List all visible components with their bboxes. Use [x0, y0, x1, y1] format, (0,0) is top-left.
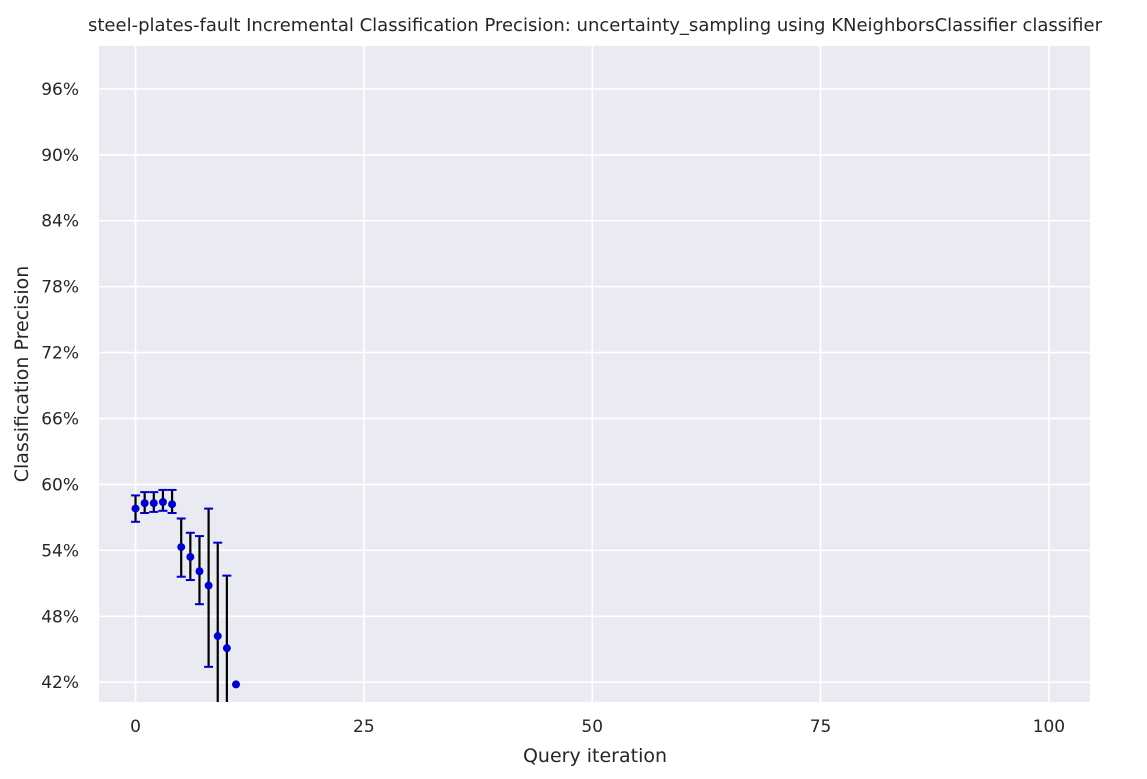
data-point: [158, 498, 167, 507]
grid: [99, 46, 1090, 702]
data-point: [168, 500, 177, 509]
data-point: [140, 499, 149, 508]
data-point: [186, 552, 195, 561]
y-tick-label: 72%: [41, 344, 79, 364]
data-point: [131, 504, 140, 513]
y-tick-label: 54%: [41, 541, 79, 561]
y-tick-label: 48%: [41, 607, 79, 627]
y-tick-label: 42%: [41, 673, 79, 693]
x-tick-label: 25: [353, 717, 375, 737]
data-point: [213, 632, 222, 641]
chart-title: steel-plates-fault Incremental Classific…: [88, 15, 1103, 36]
data-point: [232, 680, 241, 689]
y-tick-label: 90%: [41, 146, 79, 166]
data-series: [131, 488, 241, 702]
y-axis: 42% 48% 54% 60% 66% 72% 78% 84% 90% 96%: [41, 80, 79, 693]
x-axis: 0 25 50 75 100: [130, 717, 1065, 737]
y-tick-label: 78%: [41, 278, 79, 298]
data-point: [149, 499, 158, 508]
y-tick-label: 60%: [41, 475, 79, 495]
y-tick-label: 84%: [41, 212, 79, 232]
data-point: [222, 644, 231, 653]
data-point: [177, 543, 186, 552]
x-axis-label: Query iteration: [523, 745, 667, 767]
plot-area: [99, 46, 1090, 702]
y-axis-label: Classification Precision: [11, 266, 33, 483]
data-point: [204, 581, 213, 590]
x-tick-label: 50: [581, 717, 603, 737]
x-tick-label: 75: [810, 717, 832, 737]
x-tick-label: 0: [130, 717, 141, 737]
y-tick-label: 96%: [41, 80, 79, 100]
data-point: [195, 567, 204, 576]
y-tick-label: 66%: [41, 410, 79, 430]
x-tick-label: 100: [1033, 717, 1065, 737]
